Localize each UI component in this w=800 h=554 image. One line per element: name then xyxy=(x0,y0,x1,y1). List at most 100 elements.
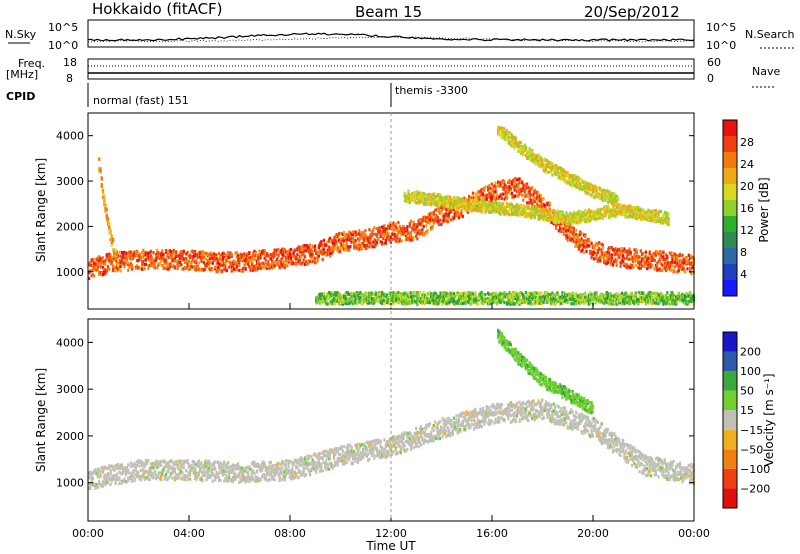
power-echo-pixel xyxy=(157,252,160,256)
power-echo-pixel xyxy=(656,268,659,272)
power-echo-pixel xyxy=(388,238,391,242)
power-echo-pixel xyxy=(115,262,118,266)
power-echo-pixel xyxy=(460,297,463,301)
power-echo-pixel xyxy=(430,201,433,205)
power-echo-pixel xyxy=(510,136,514,141)
power-echo-pixel xyxy=(480,205,483,209)
power-echo-pixel xyxy=(468,194,471,199)
power-echo-pixel xyxy=(582,241,586,245)
power-echo-pixel xyxy=(431,296,434,300)
power-echo-pixel xyxy=(659,268,663,272)
power-echo-pixel xyxy=(386,298,389,302)
power-echo-pixel xyxy=(394,291,397,295)
power-echo-pixel xyxy=(659,253,663,257)
power-echo-pixel xyxy=(326,252,329,256)
power-echo-pixel xyxy=(605,211,608,215)
power-echo-pixel xyxy=(600,255,603,259)
power-echo-pixel xyxy=(507,301,510,305)
power-echo-pixel xyxy=(493,197,496,201)
power-echo-pixel xyxy=(667,219,670,223)
power-echo-pixel xyxy=(427,202,430,206)
power-echo-pixel xyxy=(231,264,235,269)
power-echo-pixel xyxy=(461,206,464,210)
power-echo-pixel xyxy=(235,265,238,269)
power-echo-pixel xyxy=(237,258,240,262)
power-echo-pixel xyxy=(661,256,664,260)
cpid-mode-1: normal (fast) 151 xyxy=(93,94,189,107)
power-echo-pixel xyxy=(446,296,449,300)
power-echo-pixel xyxy=(362,292,365,296)
power-echo-pixel xyxy=(603,251,606,255)
power-echo-pixel xyxy=(536,154,539,158)
power-echo-pixel xyxy=(191,250,194,254)
power-echo-pixel xyxy=(639,249,642,253)
power-echo-pixel xyxy=(570,215,573,219)
power-echo-pixel xyxy=(160,259,163,263)
power-echo-pixel xyxy=(455,292,458,296)
power-echo-pixel xyxy=(104,268,107,272)
power-echo-pixel xyxy=(523,148,526,152)
power-echo-pixel xyxy=(599,256,602,260)
power-echo-pixel xyxy=(553,217,557,221)
power-echo-pixel xyxy=(253,249,256,253)
power-echo-pixel xyxy=(485,197,488,202)
power-echo-pixel xyxy=(633,259,636,263)
power-echo-pixel xyxy=(420,218,423,222)
power-echo-pixel xyxy=(589,218,592,223)
power-echo-pixel xyxy=(259,253,262,257)
power-echo-pixel xyxy=(536,193,539,197)
power-echo-pixel xyxy=(330,291,333,295)
power-echo-pixel xyxy=(608,209,611,213)
power-echo-pixel xyxy=(492,296,495,300)
freq-tick-bottom: 8 xyxy=(66,72,73,85)
power-echo-pixel xyxy=(302,258,305,262)
power-echo-pixel xyxy=(666,259,669,263)
power-echo-pixel xyxy=(263,256,266,260)
power-echo-pixel xyxy=(538,298,541,302)
power-echo-pixel xyxy=(508,212,511,216)
power-echo-pixel xyxy=(570,174,573,178)
power-echo-pixel xyxy=(426,293,429,297)
power-echo-pixel xyxy=(519,291,522,295)
power-echo-pixel xyxy=(537,153,540,157)
power-echo-pixel xyxy=(320,250,323,254)
power-echo-pixel xyxy=(591,245,594,250)
power-echo-pixel xyxy=(662,251,665,255)
power-echo-pixel xyxy=(634,255,637,259)
power-echo-pixel xyxy=(379,300,382,305)
power-echo-pixel xyxy=(428,291,432,295)
power-echo-pixel xyxy=(162,266,165,270)
power-echo-pixel xyxy=(508,203,511,207)
power-echo-pixel xyxy=(326,240,329,244)
power-echo-pixel xyxy=(386,229,389,233)
power-echo-pixel xyxy=(108,259,111,263)
power-echo-pixel xyxy=(490,300,493,304)
power-echo-pixel xyxy=(580,237,583,241)
power-echo-pixel xyxy=(292,251,295,255)
power-echo-pixel xyxy=(666,254,669,258)
power-echo-pixel xyxy=(120,251,123,255)
power-echo-pixel xyxy=(314,248,317,253)
power-echo-pixel xyxy=(216,269,219,273)
power-echo-pixel xyxy=(455,199,458,203)
power-echo-pixel xyxy=(125,261,129,265)
power-echo-pixel xyxy=(317,294,320,299)
power-echo-pixel xyxy=(314,257,317,261)
power-echo-pixel xyxy=(581,245,584,249)
power-echo-pixel xyxy=(151,261,154,265)
power-echo-pixel xyxy=(254,268,257,272)
power-echo-pixel xyxy=(558,216,562,220)
power-echo-pixel xyxy=(404,238,408,242)
power-echo-pixel xyxy=(641,259,644,263)
power-echo-pixel xyxy=(200,258,203,263)
power-echo-pixel xyxy=(493,184,496,188)
power-echo-pixel xyxy=(595,211,598,215)
power-echo-pixel xyxy=(484,185,487,189)
power-echo-pixel xyxy=(451,297,454,301)
power-echo-pixel xyxy=(254,251,257,255)
power-echo-pixel xyxy=(514,208,517,212)
power-echo-pixel xyxy=(665,260,668,264)
power-echo-pixel xyxy=(634,250,637,254)
power-echo-pixel xyxy=(603,210,606,215)
power-echo-pixel xyxy=(524,298,527,302)
